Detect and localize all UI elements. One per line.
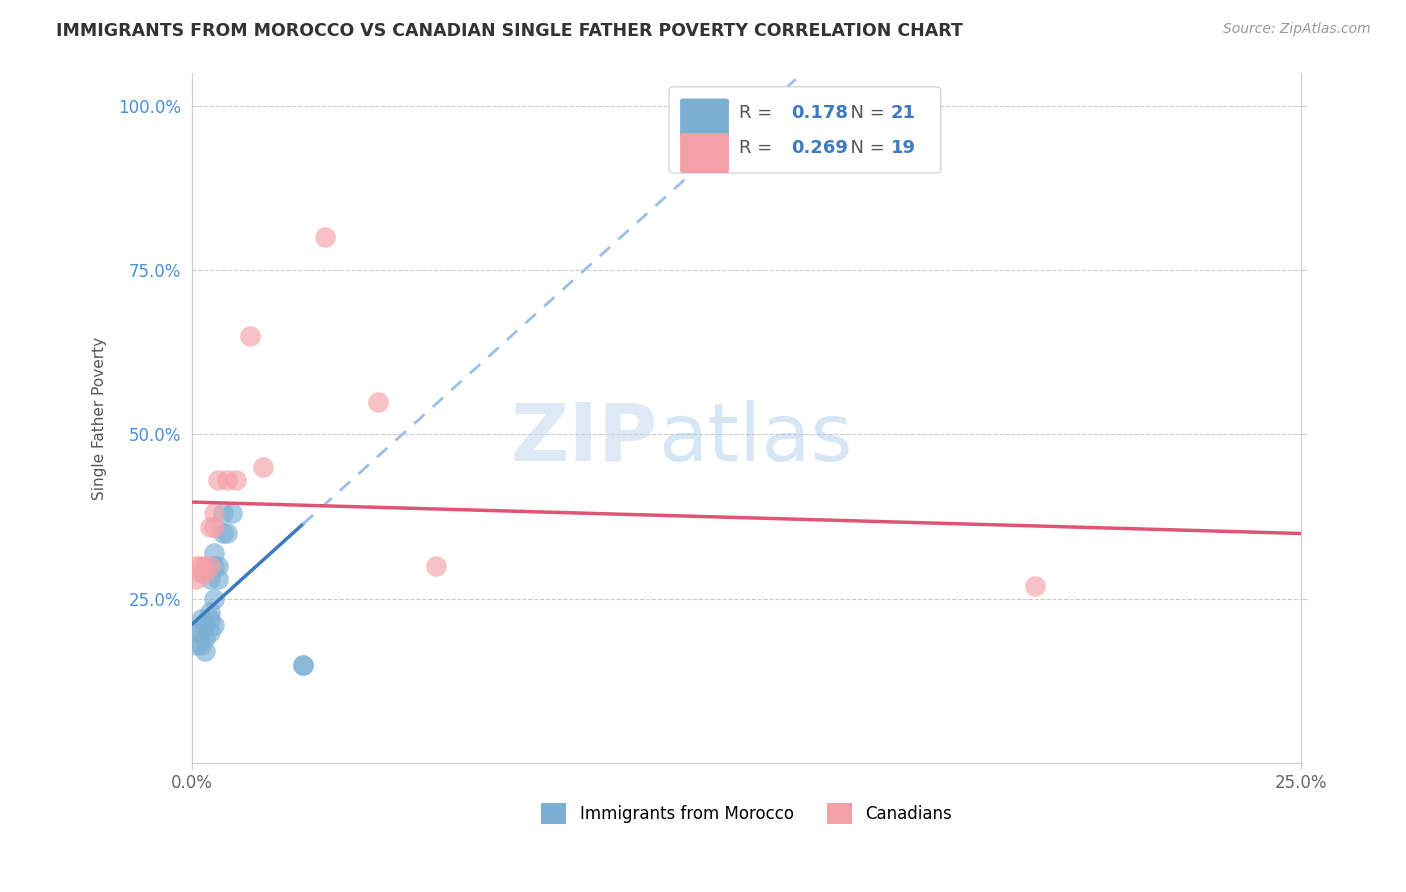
Point: [225, 474, 247, 488]
Point: [212, 507, 235, 521]
Point: [198, 611, 221, 625]
Point: [190, 638, 212, 652]
Point: [194, 558, 217, 573]
Point: [194, 618, 217, 632]
Point: [198, 558, 221, 573]
Legend: Immigrants from Morocco, Canadians: Immigrants from Morocco, Canadians: [541, 804, 952, 824]
Point: [194, 632, 217, 646]
Point: [207, 558, 229, 573]
Text: N =: N =: [839, 104, 890, 122]
Text: 0.178: 0.178: [792, 104, 848, 122]
Point: [217, 526, 239, 541]
Point: [186, 572, 208, 586]
Point: [425, 558, 447, 573]
Point: [217, 474, 239, 488]
Text: 0.269: 0.269: [792, 138, 848, 156]
FancyBboxPatch shape: [681, 98, 728, 138]
Point: [198, 624, 221, 639]
Point: [202, 519, 225, 533]
Point: [202, 546, 225, 560]
Point: [291, 657, 314, 672]
Text: IMMIGRANTS FROM MOROCCO VS CANADIAN SINGLE FATHER POVERTY CORRELATION CHART: IMMIGRANTS FROM MOROCCO VS CANADIAN SING…: [56, 22, 963, 40]
Point: [194, 566, 217, 580]
Point: [186, 558, 208, 573]
Point: [202, 558, 225, 573]
Point: [186, 638, 208, 652]
Point: [198, 572, 221, 586]
Point: [202, 618, 225, 632]
Point: [238, 329, 260, 343]
Text: N =: N =: [839, 138, 890, 156]
Point: [190, 624, 212, 639]
Point: [207, 572, 229, 586]
Point: [221, 507, 243, 521]
Point: [713, 99, 735, 113]
Point: [202, 507, 225, 521]
Text: 19: 19: [891, 138, 915, 156]
Point: [198, 605, 221, 619]
Point: [190, 558, 212, 573]
Text: atlas: atlas: [658, 400, 852, 478]
Text: 21: 21: [891, 104, 915, 122]
Point: [367, 394, 389, 409]
Text: Source: ZipAtlas.com: Source: ZipAtlas.com: [1223, 22, 1371, 37]
Point: [207, 474, 229, 488]
Point: [212, 526, 235, 541]
Point: [1024, 579, 1046, 593]
Y-axis label: Single Father Poverty: Single Father Poverty: [93, 336, 107, 500]
Text: R =: R =: [740, 138, 778, 156]
Point: [198, 519, 221, 533]
Point: [252, 460, 274, 475]
Point: [190, 566, 212, 580]
Point: [190, 611, 212, 625]
Point: [314, 230, 336, 244]
FancyBboxPatch shape: [681, 133, 728, 173]
Point: [194, 644, 217, 658]
FancyBboxPatch shape: [669, 87, 941, 173]
Text: R =: R =: [740, 104, 778, 122]
Point: [202, 591, 225, 606]
Point: [186, 624, 208, 639]
Point: [291, 657, 314, 672]
Text: ZIP: ZIP: [510, 400, 658, 478]
